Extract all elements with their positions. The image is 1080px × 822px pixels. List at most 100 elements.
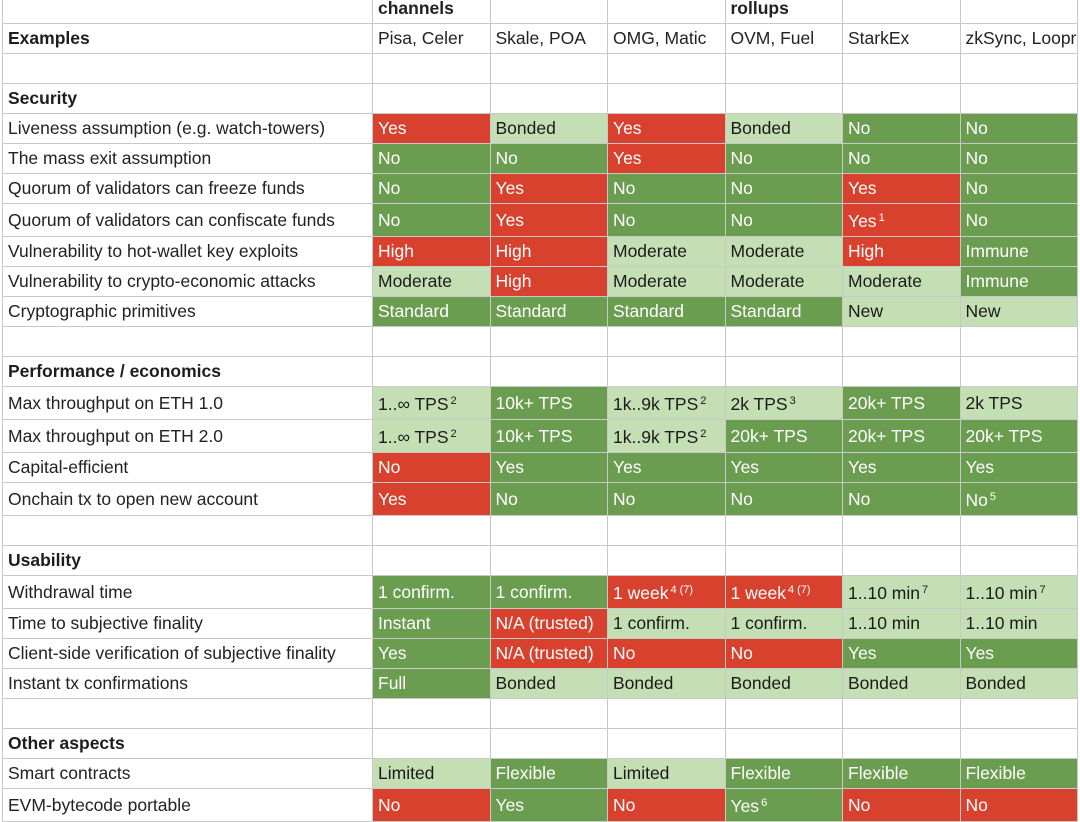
value-cell: Yes (489, 203, 608, 237)
cell-text: Yes (848, 643, 877, 663)
cell-text: No (495, 488, 518, 509)
value-cell: 1 week 4 (7) (607, 575, 726, 609)
cell-text: New (848, 301, 884, 321)
value-cell: Yes (489, 452, 608, 483)
cell-text: 1..10 min (965, 613, 1038, 633)
section-row: Usability (2, 545, 1078, 576)
row-label: Max throughput on ETH 1.0 (2, 386, 373, 420)
cell-text: Yes (378, 643, 407, 663)
value-cell: Yes (959, 638, 1078, 669)
category-header (607, 0, 726, 24)
cell-text: OMG, Matic (613, 28, 707, 48)
value-cell: Bonded (959, 668, 1078, 699)
value-cell: Skale, POA (489, 23, 608, 54)
value-cell: No (724, 173, 843, 204)
cell-text: Instant (378, 613, 431, 633)
cell-text: Yes (495, 794, 525, 815)
value-cell: Bonded (489, 668, 608, 699)
empty-cell (607, 545, 726, 576)
cell-text: Bonded (495, 673, 556, 693)
table-row: Capital-efficient No Yes Yes Yes Yes Yes (2, 452, 1078, 483)
table-row: Time to subjective finality Instant N/A (t… (2, 608, 1078, 639)
cell-text: 2k TPS (730, 394, 788, 414)
category-header (842, 0, 961, 24)
value-cell: 2k TPS (959, 386, 1078, 420)
footnote-marker: 2 (700, 428, 707, 440)
cell-text: Yes (848, 457, 877, 477)
category-header (489, 0, 608, 24)
empty-cell (842, 83, 961, 114)
section-heading: Security (2, 83, 373, 114)
cell-text: Moderate (378, 271, 452, 291)
empty-cell (607, 356, 726, 387)
table-row: Onchain tx to open new account Yes No No No N… (2, 482, 1078, 516)
value-cell: No (724, 482, 843, 516)
cell-text: No (965, 178, 988, 198)
cell-text: Yes (613, 118, 642, 138)
empty-cell (372, 326, 491, 357)
table-row-top: channels rollups (2, 0, 1078, 24)
table-row: Quorum of validators can freeze funds No Y… (2, 173, 1078, 204)
cell-text: No (730, 148, 753, 168)
row-label: Client-side verification of subjective f… (2, 638, 373, 669)
empty-cell (489, 698, 608, 729)
cell-text: No (730, 209, 753, 230)
value-cell: zkSync, Loopr (959, 23, 1078, 54)
empty-cell (489, 326, 608, 357)
row-label: Onchain tx to open new account (2, 482, 373, 516)
table-row: Quorum of validators can confiscate fund… (2, 203, 1078, 237)
cell-text: 20k+ TPS (848, 392, 926, 413)
value-cell: Yes (842, 173, 961, 204)
value-cell: 1..10 min 7 (959, 575, 1078, 609)
category-header: rollups (724, 0, 843, 24)
empty-cell (724, 545, 843, 576)
value-cell: 1 confirm. (724, 608, 843, 639)
section-row: Other aspects (2, 728, 1078, 759)
empty-cell (842, 326, 961, 357)
cell-text: Yes (965, 457, 995, 477)
cell-text: Yes (495, 178, 525, 198)
cell-text: Moderate (848, 271, 922, 291)
value-cell: New (959, 296, 1078, 327)
cell-text: New (965, 301, 1001, 321)
table-row: EVM-bytecode portable No Yes No Yes 6 No No (2, 788, 1078, 822)
value-cell: Yes (372, 113, 491, 144)
value-cell: N/A (trusted) (489, 638, 608, 669)
row-label: Liveness assumption (e.g. watch-towers) (2, 113, 373, 144)
value-cell: 1..10 min (842, 608, 961, 639)
empty-cell (489, 515, 608, 546)
value-cell: No (959, 113, 1078, 144)
cell-text: 2k TPS (965, 392, 1023, 413)
empty-cell (959, 356, 1078, 387)
empty-cell (372, 698, 491, 729)
row-label: Quorum of validators can confiscate fund… (2, 203, 373, 237)
value-cell: 10k+ TPS (489, 419, 608, 453)
cell-text: Yes (965, 643, 995, 663)
empty-cell (842, 698, 961, 729)
row-label: Cryptographic primitives (2, 296, 373, 327)
cell-text: Immune (965, 271, 1029, 291)
row-label: Examples (2, 23, 373, 54)
empty-cell (607, 515, 726, 546)
value-cell: Flexible (842, 758, 961, 789)
footnote-marker: 4 (7) (787, 584, 811, 596)
empty-cell (489, 728, 608, 759)
table-row: Vulnerability to hot-wallet key exploits… (2, 236, 1078, 267)
row-label: Instant tx confirmations (2, 668, 373, 699)
empty-cell (842, 545, 961, 576)
empty-cell (724, 698, 843, 729)
section-heading: Performance / economics (2, 356, 373, 387)
value-cell: No (724, 638, 843, 669)
value-cell: Moderate (842, 266, 961, 297)
section-row: Performance / economics (2, 356, 1078, 387)
row-label: Smart contracts (2, 758, 373, 789)
value-cell: No (372, 173, 491, 204)
value-cell: Yes (607, 143, 726, 174)
footnote-marker: 1 (878, 212, 885, 224)
value-cell: No (489, 143, 608, 174)
value-cell: Limited (372, 758, 491, 789)
cell-text: 20k+ TPS (965, 425, 1043, 446)
empty-cell (372, 545, 491, 576)
cell-text: Standard (730, 301, 802, 321)
